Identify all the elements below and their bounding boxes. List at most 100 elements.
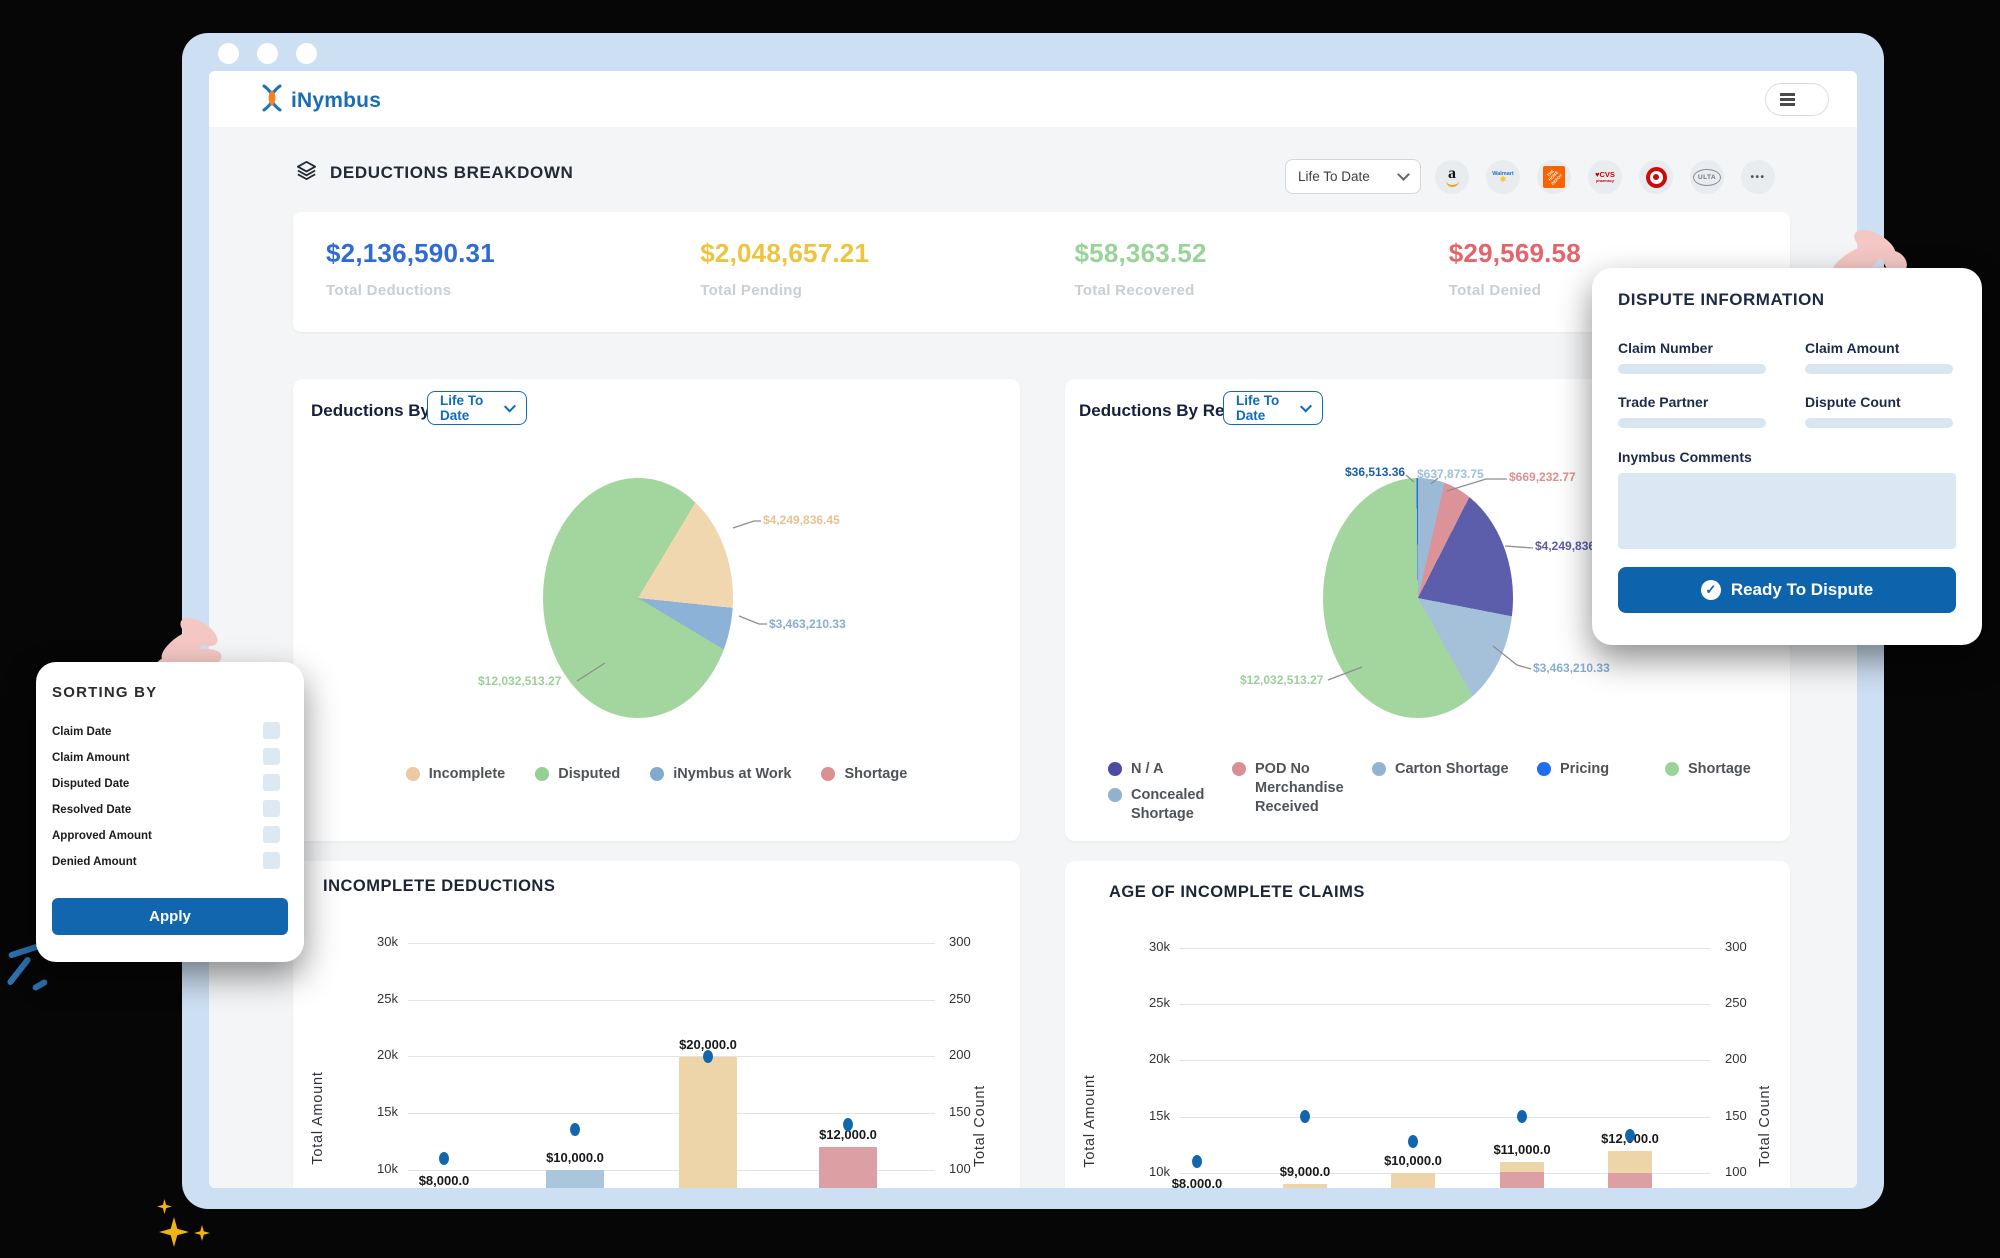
age-of-incomplete-claims-card: AGE OF INCOMPLETE CLAIMS 30k 300 25k 250 20k…	[1065, 861, 1790, 1188]
legend-item: Shortage	[821, 765, 907, 784]
inymbus-logo-icon	[259, 84, 285, 117]
reason-pie-chart[interactable]	[1323, 478, 1513, 718]
sort-option-disputed-date: Disputed Date	[52, 774, 288, 792]
gridline	[408, 1170, 935, 1171]
gridline	[408, 1056, 935, 1057]
bar-value-label: $8,000.0	[1171, 1175, 1223, 1189]
checkbox[interactable]	[263, 852, 280, 869]
retailer-target[interactable]	[1639, 160, 1673, 194]
menu-button[interactable]	[1765, 83, 1829, 116]
status-legend: Incomplete Disputed iNymbus at Work Shor…	[293, 765, 1020, 784]
count-dot	[1625, 1128, 1635, 1142]
incomplete-deductions-card: INCOMPLETE DEDUCTIONS 30k 300 25k 250 20k 200…	[293, 861, 1020, 1188]
sort-option-claim-amount: Claim Amount	[52, 748, 288, 766]
count-dot	[1192, 1154, 1202, 1168]
bar	[679, 1056, 737, 1188]
y-axis-tick-right: 150	[1725, 1108, 1747, 1123]
stat-label: Total Denied	[1448, 282, 1542, 299]
window-control-dot[interactable]	[257, 43, 278, 64]
y-axis-title-left: Total Amount	[1082, 1074, 1098, 1168]
y-axis-tick-right: 300	[1725, 939, 1747, 954]
reason-period-dropdown[interactable]: Life To Date	[1223, 391, 1323, 425]
y-axis-tick-right: 200	[949, 1047, 971, 1062]
checkbox[interactable]	[263, 748, 280, 765]
y-axis-title-right: Total Count	[972, 1084, 988, 1168]
amazon-smile-icon	[1445, 180, 1459, 187]
field-label-dispute-count: Dispute Count	[1805, 394, 1901, 410]
stat-total-denied: $29,569.58 Total Denied	[1416, 212, 1790, 332]
legend-item: Disputed	[535, 765, 620, 784]
ready-to-dispute-button[interactable]: ✓ Ready To Dispute	[1618, 567, 1956, 613]
count-dot	[1300, 1109, 1310, 1123]
bar-segment	[1608, 1173, 1652, 1188]
gridline	[408, 1113, 935, 1114]
chevron-down-icon	[1397, 168, 1410, 181]
gridline	[1180, 1060, 1710, 1061]
checkbox[interactable]	[263, 722, 280, 739]
global-period-dropdown[interactable]: Life To Date	[1285, 159, 1421, 194]
y-axis-tick-right: 150	[949, 1104, 971, 1119]
y-axis-tick-left: 25k	[1149, 995, 1170, 1010]
retailer-amazon[interactable]: a	[1435, 160, 1469, 194]
retailer-walmart[interactable]: Walmart ✱	[1486, 160, 1520, 194]
count-dot	[570, 1123, 580, 1137]
y-axis-tick-left: 30k	[1149, 939, 1170, 954]
dispute-information-panel: DISPUTE INFORMATION Claim Number Claim A…	[1592, 268, 1982, 645]
checkbox[interactable]	[263, 800, 280, 817]
y-axis-tick-left: 20k	[1149, 1051, 1170, 1066]
sorting-panel: SORTING BY Claim Date Claim Amount Dispu…	[36, 662, 304, 962]
apply-button[interactable]: Apply	[52, 898, 288, 935]
panel-title: DISPUTE INFORMATION	[1618, 290, 1825, 309]
window-control-dot[interactable]	[296, 43, 317, 64]
sort-option-denied-amount: Denied Amount	[52, 852, 288, 870]
callout-disputed: $12,032,513.27	[478, 674, 562, 688]
legend-item: POD No Merchandise Received	[1232, 760, 1350, 817]
retailer-cvs[interactable]: ♥CVS pharmacy	[1588, 160, 1622, 194]
bar	[1391, 1173, 1435, 1188]
app-header: iNymbus	[209, 71, 1857, 127]
y-axis-tick-left: 15k	[377, 1104, 398, 1119]
callout-inymbus-at-work: $3,463,210.33	[769, 617, 846, 631]
hamburger-icon	[1780, 93, 1795, 96]
bar-value-label: $10,000.0	[546, 1150, 604, 1165]
legend-item: Concealed Shortage	[1108, 786, 1210, 824]
bar-value-label: $11,000.0	[1493, 1141, 1551, 1157]
panel-title: SORTING BY	[52, 684, 158, 701]
status-pie-chart[interactable]	[543, 478, 733, 718]
y-axis-title-left: Total Amount	[310, 1071, 326, 1165]
check-circle-icon: ✓	[1700, 580, 1721, 600]
cvs-icon: ♥CVS	[1595, 170, 1615, 179]
stat-total-pending: $2,048,657.21 Total Pending	[667, 212, 1041, 332]
field-placeholder	[1618, 364, 1766, 374]
field-placeholder	[1805, 418, 1953, 428]
legend-item: Carton Shortage	[1372, 760, 1509, 779]
retailer-home-depot[interactable]: THE HOME DEPOT	[1537, 160, 1571, 194]
count-dot	[1517, 1109, 1527, 1123]
count-dot	[703, 1049, 713, 1063]
gridline	[1180, 1117, 1710, 1118]
page-title: DEDUCTIONS BREAKDOWN	[330, 163, 574, 182]
checkbox[interactable]	[263, 826, 280, 843]
card-title: AGE OF INCOMPLETE CLAIMS	[1109, 883, 1365, 901]
section-header: DEDUCTIONS BREAKDOWN	[295, 159, 573, 187]
status-period-dropdown[interactable]: Life To Date	[427, 391, 527, 425]
legend-dot	[405, 767, 420, 781]
logo[interactable]: iNymbus	[259, 84, 381, 117]
comments-textarea[interactable]	[1618, 473, 1956, 549]
bar	[819, 1147, 877, 1188]
checkbox[interactable]	[263, 774, 280, 791]
legend-item: Shortage	[1665, 760, 1751, 779]
window-control-dot[interactable]	[218, 43, 239, 64]
y-axis-tick-right: 250	[1725, 995, 1747, 1010]
stat-label: Total Pending	[700, 282, 803, 299]
legend-item: iNymbus at Work	[650, 765, 791, 784]
bar	[546, 1170, 604, 1188]
y-axis-tick-left: 10k	[1149, 1164, 1170, 1179]
callout-carton-shortage: $3,463,210.33	[1533, 661, 1610, 675]
count-dot	[843, 1117, 853, 1131]
retailer-ulta[interactable]: ULTA	[1690, 160, 1724, 194]
stat-label: Total Deductions	[326, 282, 452, 299]
field-label-claim-amount: Claim Amount	[1805, 340, 1900, 356]
more-retailers-button[interactable]: •••	[1741, 160, 1775, 194]
